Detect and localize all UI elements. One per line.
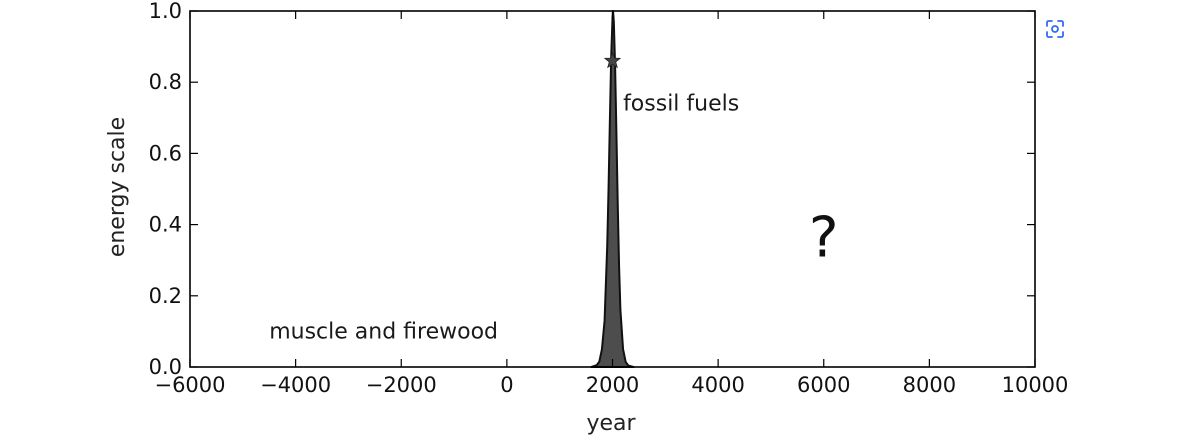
annotation-muscle-firewood: muscle and firewood (269, 320, 498, 345)
x-tick-label: 0 (500, 373, 513, 397)
y-tick-label: 0.6 (149, 141, 182, 165)
star-marker (603, 51, 622, 69)
y-axis-label: energy scale (105, 117, 130, 257)
x-axis-label: year (586, 411, 636, 436)
series-area-0 (590, 10, 635, 368)
x-tick-label: −4000 (260, 373, 331, 397)
y-tick-label: 0.2 (149, 284, 182, 308)
label-layer: year energy scale (105, 117, 636, 436)
series-area-layer (590, 10, 635, 368)
annotation-layer: fossil fuels? muscle and firewood (269, 92, 838, 345)
y-tick-label: 0.0 (149, 355, 182, 379)
y-tick-label: 0.8 (149, 70, 182, 94)
x-tick-label: 4000 (691, 373, 744, 397)
annotation-fossil-fuels: fossil fuels (623, 92, 739, 117)
x-tick-label: 10000 (1002, 373, 1069, 397)
tick-layer: −6000 −4000 −2000 0 2000 4000 6000 8000 10000 0.0… (149, 0, 1069, 397)
annotation-question-mark: ? (809, 206, 839, 271)
y-tick-label: 0.4 (149, 213, 182, 237)
x-tick-label: −2000 (366, 373, 437, 397)
x-tick-label: 2000 (586, 373, 639, 397)
scan-camera-icon[interactable] (1043, 17, 1067, 41)
y-tick-label: 1.0 (149, 0, 182, 23)
x-tick-label: −6000 (154, 373, 225, 397)
x-tick-label: 8000 (903, 373, 956, 397)
x-tick-label: 6000 (797, 373, 850, 397)
